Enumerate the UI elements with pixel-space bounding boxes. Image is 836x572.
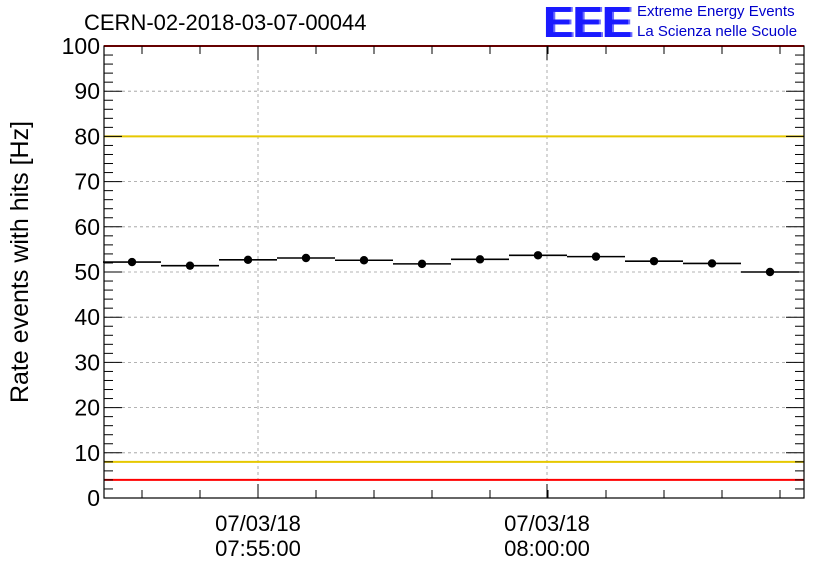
data-point <box>127 257 137 267</box>
data-point <box>185 261 195 270</box>
y-tick-label: 20 <box>74 395 100 421</box>
y-tick-label: 30 <box>74 349 100 375</box>
y-axis-label: Rate events with hits [Hz] <box>6 121 34 403</box>
data-point <box>591 252 601 261</box>
eee-logo-mark: EEE <box>544 0 633 47</box>
data-point <box>533 251 543 260</box>
data-point <box>359 256 369 265</box>
x-tick-label-date: 07/03/18 <box>504 511 590 536</box>
data-point <box>649 256 659 266</box>
data-point <box>475 255 485 264</box>
data-points <box>103 251 799 277</box>
y-tick-label: 90 <box>74 78 100 104</box>
axis-ticks <box>104 45 804 499</box>
data-point <box>417 259 427 269</box>
axis-labels: 010203040506070809010007/03/1807:55:0007… <box>62 33 590 561</box>
data-point <box>301 253 311 263</box>
logo-text-line1: Extreme Energy Events <box>637 3 795 20</box>
chart-title: CERN-02-2018-03-07-00044 <box>84 10 367 35</box>
x-tick-label-time: 08:00:00 <box>504 536 590 561</box>
data-point <box>243 255 253 264</box>
y-tick-label: 10 <box>74 440 100 466</box>
y-tick-label: 60 <box>74 214 100 240</box>
x-tick-label-date: 07/03/18 <box>215 511 301 536</box>
logo-text-line2: La Scienza nelle Scuole <box>637 23 798 40</box>
data-point <box>707 259 717 268</box>
y-tick-label: 100 <box>62 33 100 59</box>
y-tick-label: 70 <box>74 169 100 195</box>
y-tick-label: 50 <box>74 259 100 285</box>
grid <box>104 46 804 498</box>
y-tick-label: 80 <box>74 123 100 149</box>
y-tick-label: 0 <box>87 485 100 511</box>
data-point <box>765 267 775 277</box>
y-tick-label: 40 <box>74 304 100 330</box>
x-tick-label-time: 07:55:00 <box>215 536 301 561</box>
eee-logo: EEE Extreme Energy Events La Scienza nel… <box>544 0 834 46</box>
